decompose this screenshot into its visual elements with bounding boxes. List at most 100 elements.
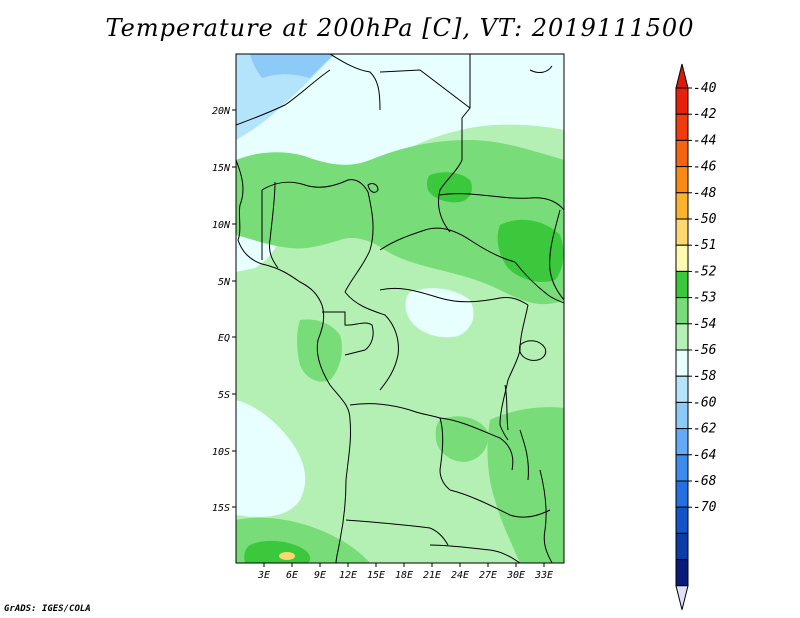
colorbar-segment (675, 297, 689, 325)
colorbar-segment (675, 428, 689, 456)
lat-tick-label: 10N (212, 220, 231, 231)
lon-tick-label: 9E (314, 570, 326, 581)
colorbar-segment (675, 401, 689, 430)
field-patch-minus52-b (426, 172, 472, 203)
field-west-coast (297, 319, 342, 382)
colorbar-label: -42 (693, 107, 717, 122)
chart-title: Temperature at 200hPa [C], VT: 201911150… (105, 14, 695, 42)
field-southeast-band (487, 407, 564, 563)
colorbar-segment (675, 559, 689, 587)
colorbar-label: -58 (693, 369, 717, 384)
tick-marks (232, 109, 545, 567)
border-congo-drc (344, 291, 399, 391)
field-northeast-pale (380, 70, 470, 128)
colorbar-label: -46 (693, 160, 717, 175)
lon-tick-label: 18E (395, 570, 413, 581)
colorbar-label: -68 (693, 474, 717, 489)
colorbar-segment (675, 166, 689, 194)
lon-tick-label: 3E (257, 570, 270, 581)
lat-tick-label: 20N (212, 106, 231, 117)
field-northwest-deepblue (250, 54, 335, 78)
coastline-west-africa (236, 159, 351, 563)
lake-chad (367, 183, 379, 193)
country-borders (236, 54, 564, 563)
field-north-pale (236, 54, 564, 272)
lon-tick-label: 33E (534, 570, 553, 581)
red-sea-coast (529, 65, 553, 74)
colorbar-segment (675, 323, 689, 351)
colorbar-segment (675, 192, 689, 220)
lake-victoria (519, 340, 547, 361)
lon-tick-label: 12E (339, 570, 357, 581)
colorbar-segment (675, 113, 689, 141)
grads-credit: GrADS: IGES/COLA (4, 604, 91, 614)
border-drc-tanzania (499, 379, 509, 441)
border-drc-zambia (439, 417, 514, 471)
colorbar-label: -52 (693, 264, 717, 279)
colorbar-segment (675, 532, 689, 561)
colorbar-segment (675, 139, 689, 168)
lat-tick-label: 15N (212, 163, 231, 174)
colorbar-segment (675, 480, 689, 508)
colorbar-segment (675, 506, 689, 534)
colorbar-segment (675, 349, 689, 377)
colorbar-segment (675, 218, 689, 246)
colorbar: -40 -42 -44 -46 -48 -50 -51 -52 -53 -54 -56 -58 -60 -… (675, 63, 717, 610)
lon-tick-label: 24E (451, 570, 469, 581)
border-malawi (519, 429, 529, 481)
lat-tick-label: EQ (218, 333, 230, 344)
colorbar-label: -60 (693, 395, 717, 410)
border-zambia-zimbabwe (449, 489, 551, 518)
colorbar-label: -50 (693, 212, 717, 227)
colorbar-segment (675, 244, 689, 272)
border-car-drc (379, 287, 529, 306)
border-niger-nigeria (261, 179, 369, 193)
colorbar-segment (675, 270, 689, 299)
lon-tick-label: 30E (506, 570, 525, 581)
field-cluster-minus52 (497, 219, 564, 282)
field-central-band (236, 140, 564, 305)
border-chad-car (379, 227, 516, 263)
border-botswana (429, 544, 521, 563)
colorbar-label: -56 (693, 343, 717, 358)
lon-tick-label: 27E (479, 570, 497, 581)
lon-tick-labels: 3E 6E 9E 12E 15E 18E 21E 24E 27E 30E 33E (257, 570, 553, 581)
lat-tick-labels: 20N 15N 10N 5N EQ 5S 10S 15S (212, 106, 231, 514)
lat-tick-label: 5S (218, 390, 230, 401)
colorbar-label: -51 (693, 238, 716, 253)
colorbar-label: -48 (693, 186, 717, 201)
lat-tick-label: 10S (212, 447, 230, 458)
border-niger-mali (236, 69, 331, 126)
border-nigeria-cameroon (344, 191, 374, 293)
colorbar-label: -44 (693, 133, 716, 148)
colorbar-top-arrow (675, 63, 689, 89)
temperature-field (236, 54, 564, 563)
border-westafrica-b (269, 181, 279, 269)
lon-tick-label: 6E (286, 570, 298, 581)
colorbar-label: -40 (693, 81, 717, 96)
field-equatorial-pale (405, 288, 474, 338)
border-chad-sudan (437, 54, 471, 233)
colorbar-segment (675, 375, 689, 403)
lon-tick-label: 15E (367, 570, 385, 581)
border-mozambique (539, 469, 553, 563)
colorbar-segment (675, 87, 689, 115)
border-angola-namibia (345, 519, 449, 546)
colorbar-label: -53 (693, 291, 716, 306)
lon-tick-label: 21E (423, 570, 441, 581)
border-niger-libya (379, 69, 471, 109)
border-ss-uganda (514, 261, 564, 304)
lat-tick-label: 5N (218, 277, 231, 288)
border-niger-algeria (329, 54, 381, 111)
map-frame (235, 53, 565, 564)
border-ss-ethiopia (549, 209, 564, 301)
colorbar-label: -62 (693, 422, 717, 437)
field-warm-spot (279, 552, 295, 560)
border-sudan-ss (439, 193, 564, 211)
colorbar-label: -54 (693, 317, 716, 332)
lat-tick-label: 15S (212, 503, 230, 514)
border-gabon (322, 311, 374, 356)
colorbar-label: -64 (693, 448, 716, 463)
colorbar-label: -70 (693, 500, 717, 515)
